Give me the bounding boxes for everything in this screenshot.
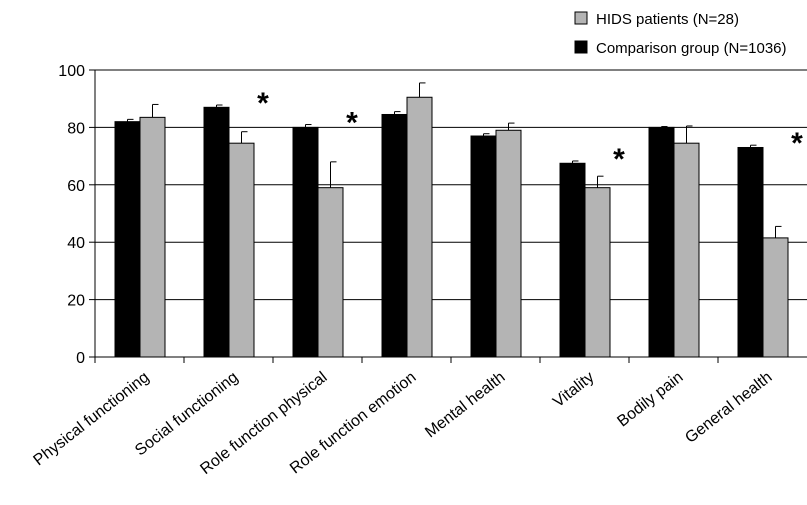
y-tick-labels: 0 20 40 60 80 100 [58,63,85,367]
category-label: General health [682,369,775,447]
bar [406,96,433,358]
category-label: Vitality [550,369,597,411]
bar [228,142,255,358]
bar [470,135,497,358]
gridlines [95,69,807,301]
bar [203,106,230,358]
legend-label: Comparison group (N=1036) [596,40,787,57]
bar [114,121,141,358]
significance-marker: * [791,127,803,160]
y-tick-label: 0 [76,350,85,367]
legend-swatch [574,11,588,25]
bar [381,113,408,358]
bar [648,126,675,358]
category-label: Physical functioning [31,369,153,469]
y-tick-label: 40 [67,235,85,252]
y-tick-label: 80 [67,120,85,137]
y-tick-label: 100 [58,63,85,80]
bar [559,162,586,358]
legend-label: HIDS patients (N=28) [596,11,739,28]
category-label: Mental health [422,369,508,442]
bar [673,142,700,358]
y-tick-label: 60 [67,178,85,195]
y-tick-label: 20 [67,293,85,310]
bar [762,237,789,358]
bar [139,116,166,358]
bar [737,146,764,358]
category-label: Bodily pain [614,369,686,431]
bar [317,187,344,358]
bar [292,126,319,358]
bar [495,129,522,358]
significance-marker: * [613,143,625,176]
bars-layer: * * * * [114,82,803,358]
significance-marker: * [257,87,269,120]
bar [584,187,611,358]
legend-swatch [574,40,588,54]
axes [89,69,807,363]
legend: HIDS patients (N=28) Comparison group (N=… [574,11,787,57]
significance-marker: * [346,107,358,140]
